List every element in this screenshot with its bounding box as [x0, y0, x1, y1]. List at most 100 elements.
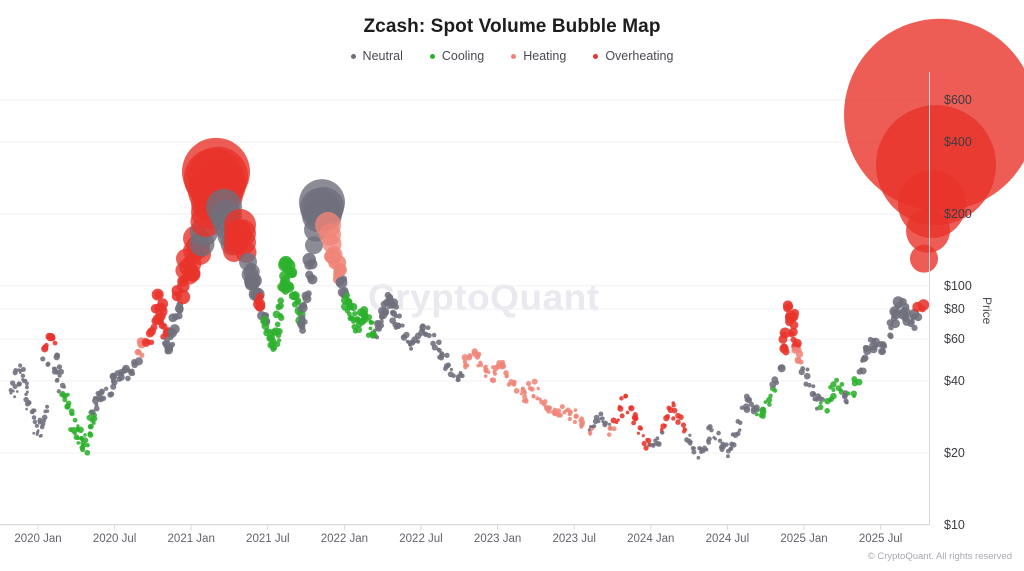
- data-bubble[interactable]: [803, 372, 811, 380]
- data-bubble[interactable]: [266, 334, 274, 343]
- data-bubble[interactable]: [831, 387, 836, 393]
- data-bubble[interactable]: [52, 340, 58, 346]
- data-bubble[interactable]: [56, 389, 62, 394]
- data-bubble[interactable]: [671, 401, 676, 405]
- data-bubble[interactable]: [65, 392, 70, 397]
- data-bubble[interactable]: [77, 426, 84, 434]
- data-bubble[interactable]: [396, 313, 402, 319]
- data-bubble[interactable]: [118, 371, 124, 377]
- data-bubble[interactable]: [277, 312, 284, 319]
- data-bubble[interactable]: [834, 377, 840, 383]
- data-bubble[interactable]: [352, 310, 358, 317]
- data-bubble[interactable]: [20, 373, 26, 379]
- data-bubble[interactable]: [104, 386, 109, 391]
- data-bubble[interactable]: [719, 447, 725, 453]
- data-bubble[interactable]: [18, 371, 22, 375]
- data-bubble[interactable]: [606, 432, 612, 437]
- data-bubble[interactable]: [717, 438, 723, 443]
- data-bubble[interactable]: [54, 352, 60, 358]
- data-bubble[interactable]: [913, 312, 923, 322]
- data-bubble[interactable]: [455, 377, 460, 382]
- data-bubble[interactable]: [294, 299, 301, 306]
- data-bubble[interactable]: [512, 383, 516, 387]
- data-bubble[interactable]: [409, 346, 414, 351]
- data-bubble[interactable]: [34, 423, 40, 428]
- data-bubble[interactable]: [436, 339, 442, 346]
- data-bubble[interactable]: [508, 379, 514, 385]
- data-bubble[interactable]: [522, 394, 528, 400]
- data-bubble[interactable]: [839, 381, 845, 387]
- data-bubble[interactable]: [276, 338, 282, 343]
- data-bubble[interactable]: [24, 392, 28, 397]
- data-bubble[interactable]: [151, 316, 160, 326]
- data-bubble[interactable]: [660, 423, 667, 430]
- data-bubble[interactable]: [790, 336, 797, 343]
- data-bubble[interactable]: [64, 403, 70, 410]
- data-bubble[interactable]: [855, 378, 863, 386]
- data-bubble[interactable]: [76, 424, 80, 428]
- data-bubble[interactable]: [467, 353, 473, 358]
- data-bubble[interactable]: [270, 344, 278, 351]
- data-bubble[interactable]: [276, 328, 283, 335]
- data-bubble[interactable]: [628, 405, 635, 412]
- data-bubble[interactable]: [580, 419, 586, 425]
- data-bubble[interactable]: [31, 415, 37, 420]
- data-bubble[interactable]: [56, 364, 63, 370]
- data-bubble[interactable]: [9, 391, 13, 395]
- data-bubble[interactable]: [690, 446, 695, 451]
- data-bubble[interactable]: [798, 368, 805, 376]
- data-bubble[interactable]: [567, 409, 573, 415]
- data-bubble[interactable]: [886, 319, 894, 327]
- data-bubble[interactable]: [85, 442, 90, 448]
- data-bubble[interactable]: [465, 363, 470, 368]
- data-bubble[interactable]: [504, 373, 509, 379]
- data-bubble[interactable]: [623, 393, 628, 399]
- data-bubble[interactable]: [713, 437, 718, 441]
- data-bubble[interactable]: [587, 428, 591, 432]
- data-bubble[interactable]: [688, 433, 692, 437]
- legend-item-neutral[interactable]: Neutral: [350, 49, 403, 63]
- data-bubble[interactable]: [830, 381, 837, 388]
- data-bubble[interactable]: [175, 289, 191, 305]
- data-bubble[interactable]: [135, 349, 142, 355]
- data-bubble[interactable]: [666, 405, 672, 411]
- data-bubble[interactable]: [535, 396, 540, 401]
- data-bubble[interactable]: [610, 417, 617, 424]
- data-bubble[interactable]: [36, 429, 40, 432]
- data-bubble[interactable]: [444, 352, 450, 358]
- data-bubble[interactable]: [274, 321, 281, 328]
- data-bubble[interactable]: [471, 348, 478, 355]
- data-bubble[interactable]: [531, 394, 536, 398]
- data-bubble[interactable]: [158, 322, 166, 330]
- data-bubble[interactable]: [616, 418, 620, 422]
- data-bubble[interactable]: [272, 340, 278, 345]
- data-bubble[interactable]: [32, 408, 37, 413]
- data-bubble[interactable]: [631, 420, 637, 426]
- data-bubble[interactable]: [145, 329, 155, 338]
- data-bubble[interactable]: [355, 326, 363, 334]
- data-bubble[interactable]: [38, 434, 42, 438]
- data-bubble[interactable]: [157, 312, 166, 321]
- data-bubble[interactable]: [709, 427, 714, 433]
- data-bubble[interactable]: [288, 269, 297, 279]
- data-bubble[interactable]: [40, 356, 46, 362]
- data-bubble[interactable]: [116, 376, 123, 382]
- data-bubble[interactable]: [812, 392, 817, 397]
- data-bubble[interactable]: [45, 409, 50, 413]
- data-bubble[interactable]: [45, 362, 50, 367]
- data-bubble[interactable]: [763, 400, 768, 405]
- data-bubble[interactable]: [625, 410, 630, 415]
- data-bubble[interactable]: [839, 388, 843, 392]
- data-bubble[interactable]: [538, 397, 542, 401]
- data-bubble[interactable]: [83, 433, 87, 437]
- data-bubble[interactable]: [277, 302, 284, 310]
- data-bubble[interactable]: [32, 419, 38, 425]
- data-bubble[interactable]: [619, 396, 624, 401]
- data-bubble[interactable]: [602, 421, 608, 428]
- data-bubble[interactable]: [25, 407, 28, 411]
- data-bubble[interactable]: [379, 319, 384, 324]
- data-bubble[interactable]: [696, 455, 701, 460]
- data-bubble[interactable]: [598, 411, 604, 417]
- data-bubble[interactable]: [16, 382, 21, 387]
- data-bubble[interactable]: [449, 367, 454, 372]
